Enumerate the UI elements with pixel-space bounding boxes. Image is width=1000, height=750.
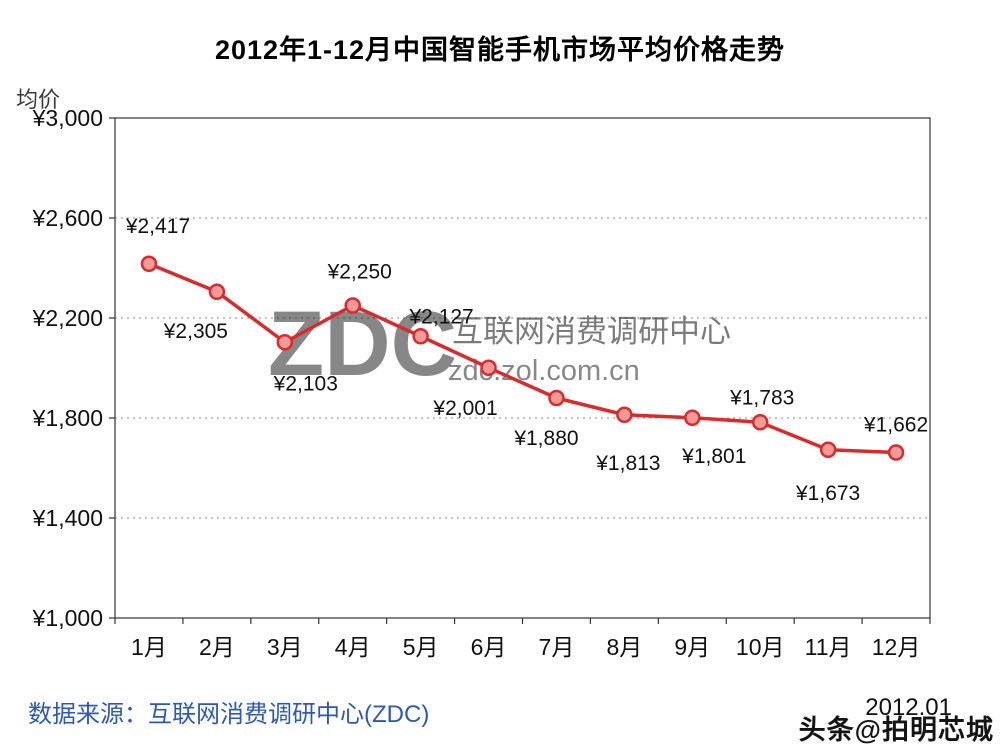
data-label: ¥2,103 <box>273 372 338 395</box>
data-label: ¥1,662 <box>863 414 928 437</box>
data-label: ¥2,305 <box>163 320 228 343</box>
data-label: ¥2,417 <box>125 215 190 238</box>
x-tick-label: 3月 <box>267 634 303 660</box>
data-point <box>208 283 226 300</box>
data-label: ¥2,250 <box>327 261 392 284</box>
y-tick-label: ¥2,600 <box>32 205 103 231</box>
data-point <box>480 359 497 376</box>
x-tick-label: 7月 <box>539 634 575 660</box>
y-tick-label: ¥1,000 <box>32 605 103 631</box>
data-label: ¥2,127 <box>409 305 474 328</box>
zdc-watermark-url: zdc.zol.com.cn <box>448 355 640 387</box>
data-point <box>751 414 769 431</box>
x-tick-label: 10月 <box>736 634 785 660</box>
x-tick-label: 11月 <box>805 634 852 660</box>
data-point <box>276 334 294 351</box>
data-label: ¥2,001 <box>432 397 497 420</box>
y-tick-label: ¥1,400 <box>32 505 103 531</box>
data-label: ¥1,813 <box>595 452 660 475</box>
zdc-watermark-text: 互联网消费调研中心 <box>452 314 731 349</box>
data-label: ¥1,673 <box>795 482 860 505</box>
x-tick-label: 4月 <box>335 634 371 660</box>
data-label: ¥1,783 <box>729 386 794 409</box>
data-point <box>140 255 158 272</box>
x-tick-label: 9月 <box>674 634 710 660</box>
x-tick-label: 12月 <box>872 634 921 660</box>
x-tick-label: 8月 <box>606 634 642 660</box>
y-tick-label: ¥1,800 <box>32 405 103 431</box>
data-point <box>616 406 633 423</box>
data-point <box>344 297 361 314</box>
report-date: 2012.01 <box>865 694 952 721</box>
x-tick-label: 5月 <box>403 634 439 660</box>
trend-line <box>147 262 898 455</box>
x-tick-label: 6月 <box>471 634 507 660</box>
data-point <box>548 389 565 407</box>
x-tick-label: 2月 <box>199 634 235 660</box>
data-label: ¥1,801 <box>681 445 746 468</box>
data-source-caption: 数据来源：互联网消费调研中心(ZDC) <box>28 701 430 728</box>
toutiao-watermark: 头条@拍明芯城 <box>798 715 994 745</box>
data-label: ¥1,880 <box>513 427 578 450</box>
data-point <box>684 409 701 426</box>
data-point <box>819 441 837 458</box>
data-point <box>412 328 429 345</box>
y-axis-title: 均价 <box>16 87 61 112</box>
x-tick-label: 1月 <box>131 634 167 660</box>
chart-title: 2012年1-12月中国智能手机市场平均价格走势 <box>214 35 786 65</box>
y-tick-label: ¥2,200 <box>32 305 103 331</box>
price-trend-chart: ZDC互联网消费调研中心zdc.zol.com.cn¥1,000¥1,400¥1… <box>32 105 931 660</box>
y-tick-label: ¥3,000 <box>32 105 103 131</box>
data-point <box>887 444 905 461</box>
